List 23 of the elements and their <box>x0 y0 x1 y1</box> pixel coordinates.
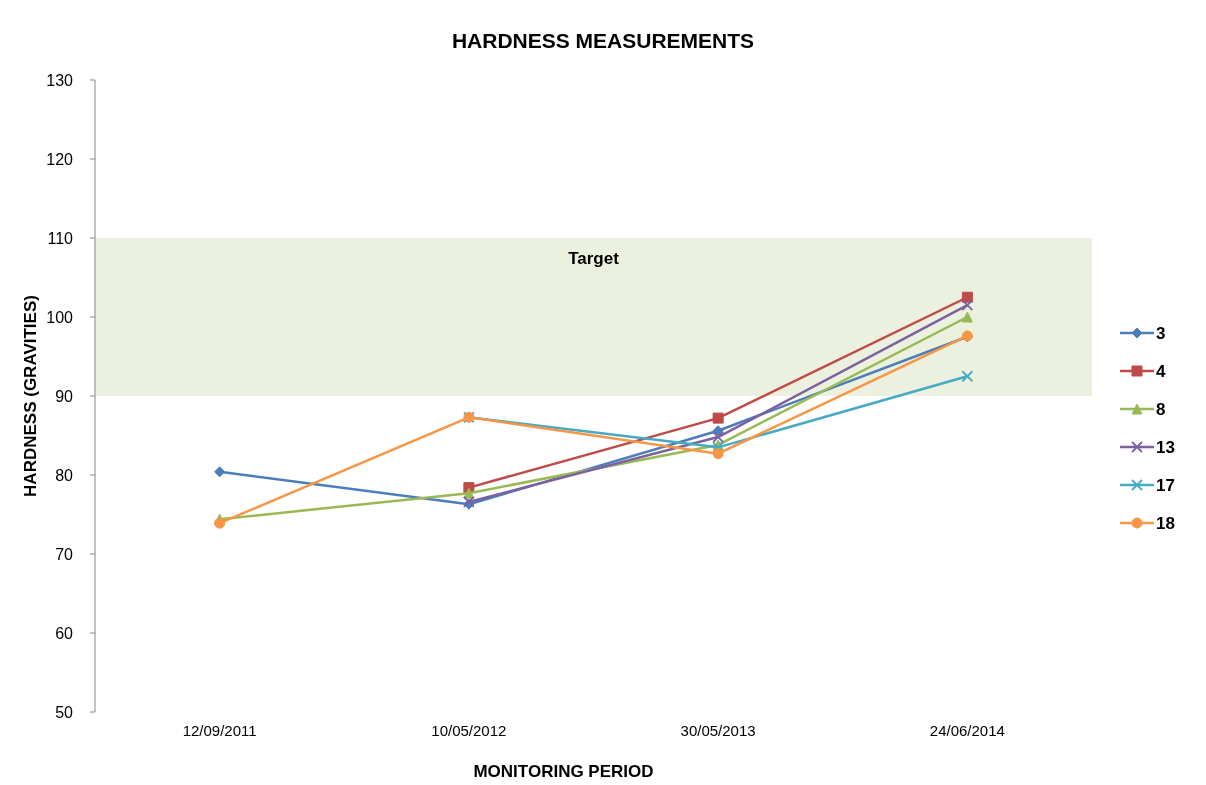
legend-label: 13 <box>1156 437 1175 457</box>
x-tick-label: 12/09/2011 <box>182 722 257 739</box>
x-tick-label: 30/05/2013 <box>680 722 756 739</box>
y-tick-label: 60 <box>55 624 74 642</box>
legend-label: 18 <box>1156 513 1175 533</box>
x-axis-title: MONITORING PERIOD <box>473 762 654 781</box>
legend-label: 4 <box>1156 361 1166 381</box>
chart-title: HARDNESS MEASUREMENTS <box>451 29 755 52</box>
legend-label: 17 <box>1156 475 1175 495</box>
y-tick-label: 80 <box>55 466 74 484</box>
y-axis-title: HARDNESS (GRAVITIES) <box>21 295 40 497</box>
x-tick-label: 10/05/2012 <box>431 722 507 739</box>
y-tick-label: 90 <box>55 387 74 405</box>
y-tick-label: 130 <box>46 71 74 89</box>
legend-label: 3 <box>1156 323 1166 343</box>
y-tick-label: 120 <box>46 150 74 168</box>
y-tick-label: 110 <box>47 229 74 247</box>
x-tick-label: 24/06/2014 <box>929 722 1005 739</box>
y-tick-label: 70 <box>55 545 74 563</box>
y-tick-label: 100 <box>46 308 74 326</box>
y-tick-label: 50 <box>55 703 74 721</box>
legend-label: 8 <box>1156 399 1166 419</box>
band-label: Target <box>568 249 620 268</box>
